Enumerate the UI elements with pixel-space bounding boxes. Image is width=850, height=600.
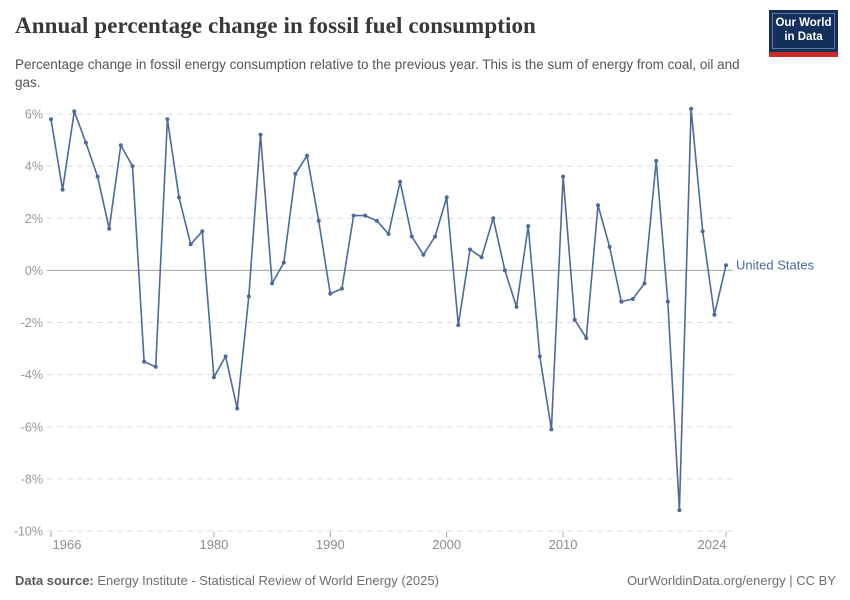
data-point [421,252,426,257]
data-point [363,213,368,218]
data-point [130,164,135,169]
data-point [328,291,333,296]
owid-credit-link[interactable]: OurWorldinData.org/energy | CC BY [626,573,836,588]
data-point [444,195,449,200]
data-point [572,317,577,322]
data-point [724,263,728,268]
data-point [607,244,612,249]
data-point [386,231,391,236]
x-axis-tick-label: 2010 [549,537,578,552]
data-point [281,260,286,265]
chart-title: Annual percentage change in fossil fuel … [15,13,536,38]
data-point [642,281,647,286]
chart-footer: Data source: Energy Institute - Statisti… [15,573,836,588]
data-point [339,286,344,291]
data-source-text: Energy Institute - Statistical Review of… [97,573,439,588]
data-point [165,117,170,122]
data-point [153,364,158,369]
data-point [83,140,88,145]
data-point [619,299,624,304]
x-axis-tick-label: 1990 [316,537,345,552]
owid-logo-text: Our World in Data [772,13,835,49]
owid-logo-line1: Our World [775,17,832,29]
data-point [409,234,414,239]
data-point [677,508,682,513]
data-point [468,247,472,252]
data-point [258,132,263,137]
x-axis-tick-label: 1980 [199,537,228,552]
data-point [305,153,309,158]
data-point [689,106,694,111]
data-point [95,174,100,179]
chart-subtitle: Percentage change in fossil energy consu… [15,57,740,90]
data-point [549,427,554,432]
data-point [177,195,181,200]
data-point [398,179,403,184]
data-point [596,203,600,208]
data-point [433,234,438,239]
data-source-label: Data source: [15,573,94,588]
x-axis-tick-label: 2000 [432,537,461,552]
data-point [665,299,670,304]
data-point [630,297,635,301]
owid-logo[interactable]: Our World in Data [769,10,838,57]
data-point [491,216,496,221]
data-point [700,229,705,234]
y-axis-tick-label: 4% [25,160,43,174]
data-point [49,117,53,122]
y-axis-tick-label: 6% [25,108,43,122]
data-point [235,406,240,411]
data-point [561,174,566,179]
data-point [316,218,321,223]
line-series [50,108,727,511]
y-axis-tick-label: -6% [21,420,43,434]
data-point [200,229,205,234]
data-point [60,187,65,192]
y-axis-tick-label: -2% [21,316,43,330]
data-point [537,354,542,359]
y-axis-tick-label: -10% [14,525,43,539]
data-point [712,312,717,317]
data-point [72,109,77,114]
data-point [514,304,519,309]
data-point [479,255,484,260]
owid-logo-accent-bar [769,51,838,57]
data-point [293,171,298,176]
data-point [502,268,507,273]
data-point [246,294,251,299]
data-point [223,354,228,359]
data-point [270,281,275,286]
data-point [456,323,461,328]
y-axis-tick-label: 2% [25,212,43,226]
y-axis-tick-label: -4% [21,368,43,382]
data-point [584,336,589,341]
data-source-note: Data source: Energy Institute - Statisti… [15,573,439,588]
owid-logo-box: Our World in Data [769,10,838,52]
x-axis-tick-label: 2024 [698,537,727,552]
data-point [107,226,112,231]
data-point [654,158,659,163]
data-point [118,143,123,148]
owid-logo-line2: in Data [784,30,823,43]
data-point [374,218,379,223]
y-axis-tick-label: 0% [25,264,43,278]
data-point [188,242,193,247]
data-point [211,375,216,380]
data-point [526,224,531,229]
data-point [351,213,356,218]
series-entity-label: United States [736,258,815,273]
x-axis-tick-label: 1966 [53,537,82,552]
y-axis-tick-label: -8% [21,472,43,486]
data-point [142,359,147,364]
